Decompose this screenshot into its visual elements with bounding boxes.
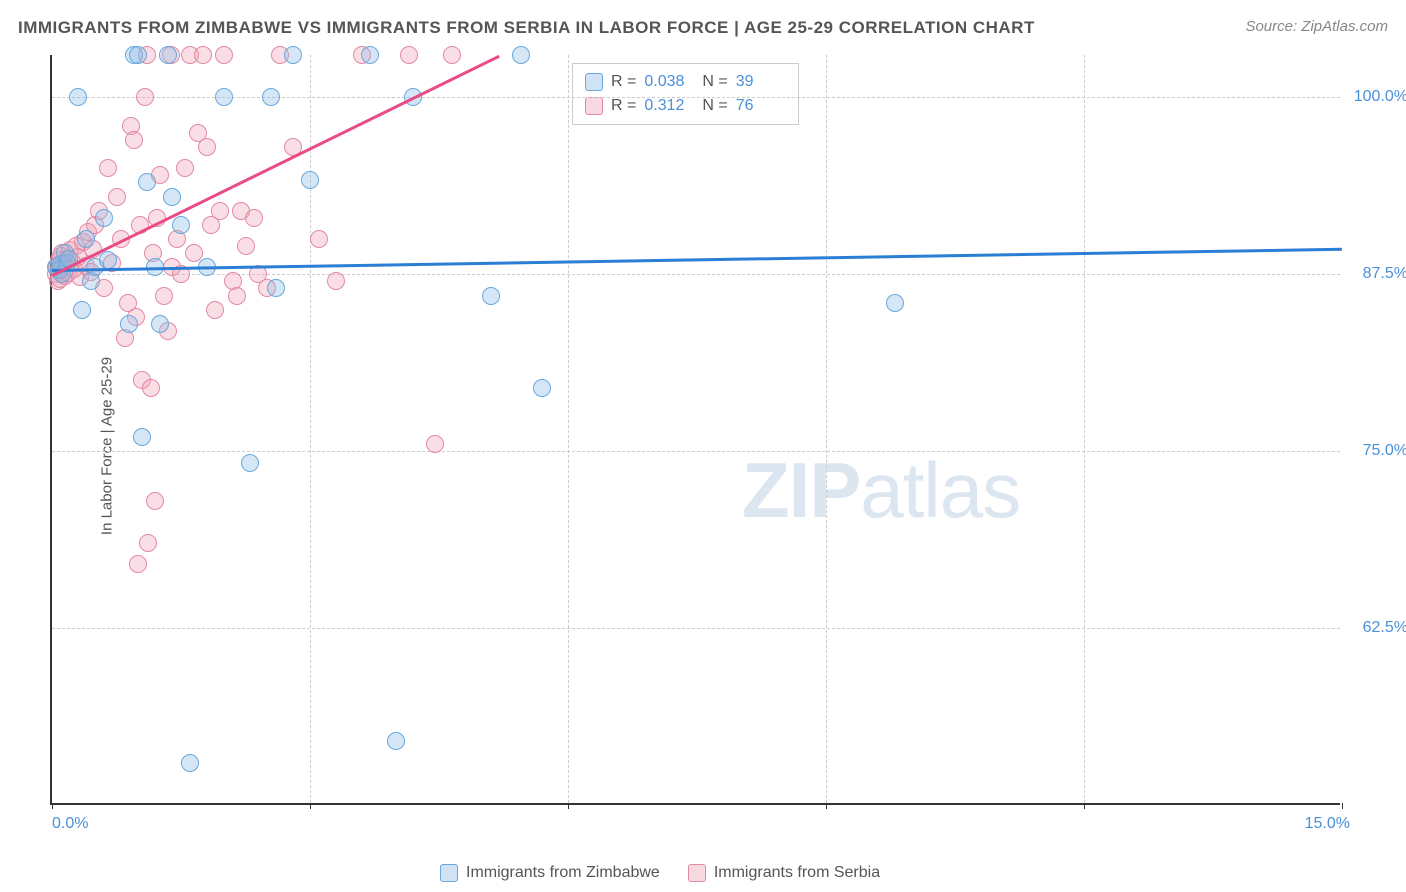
data-point	[262, 88, 280, 106]
x-tick	[826, 803, 827, 809]
x-tick	[568, 803, 569, 809]
gridline	[52, 628, 1340, 629]
chart-title: IMMIGRANTS FROM ZIMBABWE VS IMMIGRANTS F…	[18, 18, 1035, 38]
data-point	[533, 379, 551, 397]
n-label: N =	[702, 97, 727, 115]
data-point	[95, 209, 113, 227]
data-point	[155, 287, 173, 305]
data-point	[159, 46, 177, 64]
data-point	[426, 435, 444, 453]
data-point	[120, 315, 138, 333]
x-tick	[1342, 803, 1343, 809]
stats-row: R = 0.038 N = 39	[585, 70, 786, 94]
data-point	[310, 230, 328, 248]
n-value: 76	[736, 97, 786, 115]
data-point	[400, 46, 418, 64]
data-point	[142, 379, 160, 397]
r-value: 0.312	[644, 97, 694, 115]
square-icon	[585, 73, 603, 91]
data-point	[108, 188, 126, 206]
data-point	[886, 294, 904, 312]
gridline	[52, 97, 1340, 98]
data-point	[301, 171, 319, 189]
watermark: ZIPatlas	[742, 445, 1020, 536]
data-point	[512, 46, 530, 64]
n-value: 39	[736, 73, 786, 91]
data-point	[245, 209, 263, 227]
data-point	[146, 492, 164, 510]
y-tick-label: 87.5%	[1363, 265, 1406, 283]
data-point	[241, 454, 259, 472]
data-point	[443, 46, 461, 64]
stats-legend: R = 0.038 N = 39 R = 0.312 N = 76	[572, 63, 799, 125]
data-point	[267, 279, 285, 297]
data-point	[129, 46, 147, 64]
data-point	[125, 131, 143, 149]
data-point	[163, 188, 181, 206]
square-icon	[688, 864, 706, 882]
gridline	[1084, 55, 1085, 803]
gridline	[568, 55, 569, 803]
x-tick-min: 0.0%	[52, 815, 88, 833]
data-point	[361, 46, 379, 64]
legend-label-zimbabwe: Immigrants from Zimbabwe	[466, 864, 660, 882]
y-tick-label: 100.0%	[1354, 88, 1406, 106]
source-attribution: Source: ZipAtlas.com	[1245, 18, 1388, 35]
data-point	[99, 159, 117, 177]
legend-item-zimbabwe: Immigrants from Zimbabwe	[440, 864, 660, 882]
data-point	[77, 230, 95, 248]
y-tick-label: 75.0%	[1363, 442, 1406, 460]
data-point	[136, 88, 154, 106]
data-point	[284, 46, 302, 64]
data-point	[73, 301, 91, 319]
x-tick	[1084, 803, 1085, 809]
data-point	[482, 287, 500, 305]
x-tick	[310, 803, 311, 809]
r-label: R =	[611, 73, 636, 91]
r-label: R =	[611, 97, 636, 115]
data-point	[133, 428, 151, 446]
square-icon	[440, 864, 458, 882]
data-point	[138, 173, 156, 191]
gridline	[52, 274, 1340, 275]
plot-area: ZIPatlas R =0.038N =39R =0.312N =76 0.0%…	[50, 55, 1340, 805]
legend-label-serbia: Immigrants from Serbia	[714, 864, 880, 882]
data-point	[387, 732, 405, 750]
data-point	[228, 287, 246, 305]
data-point	[211, 202, 229, 220]
data-point	[237, 237, 255, 255]
r-value: 0.038	[644, 73, 694, 91]
data-point	[176, 159, 194, 177]
watermark-bold: ZIP	[742, 446, 860, 534]
data-point	[69, 88, 87, 106]
n-label: N =	[702, 73, 727, 91]
square-icon	[585, 97, 603, 115]
x-tick	[52, 803, 53, 809]
data-point	[215, 46, 233, 64]
gridline	[826, 55, 827, 803]
y-tick-label: 62.5%	[1363, 619, 1406, 637]
data-point	[129, 555, 147, 573]
data-point	[327, 272, 345, 290]
data-point	[194, 46, 212, 64]
x-tick-max: 15.0%	[1305, 815, 1350, 833]
data-point	[215, 88, 233, 106]
data-point	[198, 138, 216, 156]
series-legend: Immigrants from Zimbabwe Immigrants from…	[440, 864, 880, 882]
gridline	[310, 55, 311, 803]
data-point	[151, 315, 169, 333]
data-point	[206, 301, 224, 319]
data-point	[181, 754, 199, 772]
data-point	[99, 251, 117, 269]
data-point	[172, 216, 190, 234]
data-point	[139, 534, 157, 552]
watermark-light: atlas	[860, 446, 1020, 534]
gridline	[52, 451, 1340, 452]
legend-item-serbia: Immigrants from Serbia	[688, 864, 880, 882]
trend-line	[51, 55, 499, 277]
